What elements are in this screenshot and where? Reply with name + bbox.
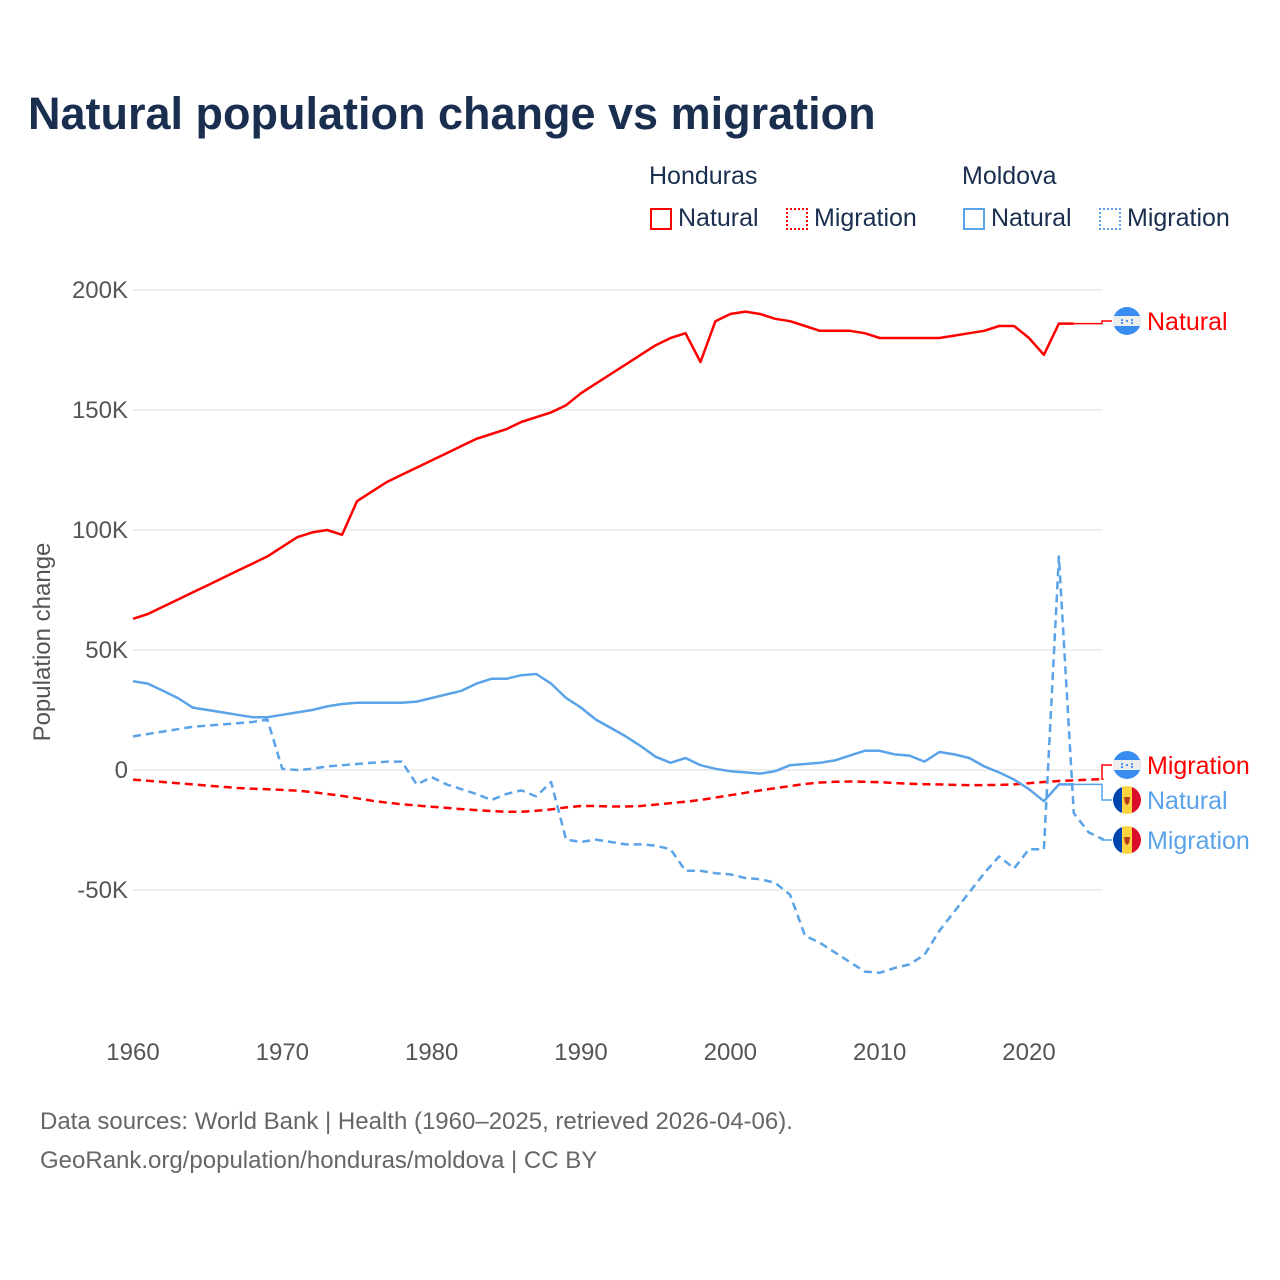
legend-group-honduras: Honduras <box>649 162 758 190</box>
footer-sources: Data sources: World Bank | Health (1960–… <box>40 1108 793 1135</box>
legend-swatch-dotted-red <box>786 207 808 230</box>
end-label: Natural <box>1147 787 1228 815</box>
series-line-honduras-migration <box>132 777 1104 814</box>
legend-swatch-solid-red <box>650 207 672 230</box>
legend-label: Migration <box>1127 204 1230 232</box>
y-tick-label: 200K <box>72 277 128 304</box>
flag-stripe <box>1113 826 1122 854</box>
flag-star <box>1120 318 1124 322</box>
end-label: Migration <box>1147 827 1250 855</box>
y-tick-label: 50K <box>85 637 128 664</box>
legend-label: Migration <box>814 204 917 232</box>
honduras-flag-icon <box>1113 307 1141 335</box>
chart-title: Natural population change vs migration <box>28 88 876 139</box>
flag-star <box>1125 763 1129 767</box>
flag-body <box>1113 751 1141 779</box>
series-line-moldova-natural <box>132 672 1074 803</box>
flag-star <box>1125 319 1129 323</box>
flag-star <box>1120 321 1124 325</box>
flag-star <box>1130 765 1134 769</box>
series-line-moldova-migration <box>132 555 1105 975</box>
legend-swatch-dotted-blue <box>1099 207 1121 230</box>
moldova-flag-icon <box>1113 826 1141 854</box>
flag-stripe <box>1132 826 1141 854</box>
y-tick-label: 100K <box>72 517 128 544</box>
flag-star <box>1130 762 1134 766</box>
x-tick-label: 2020 <box>1002 1039 1055 1066</box>
y-axis-label: Population change <box>29 543 56 742</box>
end-label: Natural <box>1147 308 1228 336</box>
x-tick-label: 2010 <box>853 1039 906 1066</box>
line-chart: 200K 150K 100K 50K 0 -50K 1960 1970 1980 1990 2000… <box>29 277 1250 1066</box>
flag-stripe <box>1132 786 1141 814</box>
flag-star <box>1130 318 1134 322</box>
legend-honduras-migration[interactable]: Migration <box>786 204 917 233</box>
x-tick-label: 1980 <box>405 1039 458 1066</box>
legend-swatch-solid-blue <box>963 207 985 230</box>
label-connector <box>1101 764 1112 780</box>
label-connector <box>1073 783 1112 801</box>
flag-star <box>1120 765 1124 769</box>
flag-stripe <box>1113 786 1122 814</box>
end-label: Migration <box>1147 752 1250 780</box>
x-tick-label: 1970 <box>256 1039 309 1066</box>
y-tick-label: 150K <box>72 397 128 424</box>
flag-star <box>1120 762 1124 766</box>
flag-star <box>1130 321 1134 325</box>
legend-label: Natural <box>991 204 1072 232</box>
flag-emblem <box>1124 837 1130 845</box>
x-tick-label: 1990 <box>554 1039 607 1066</box>
footer-credit: GeoRank.org/population/honduras/moldova … <box>40 1147 598 1174</box>
series-line-honduras-natural <box>132 310 1074 620</box>
flag-body <box>1113 307 1141 335</box>
honduras-flag-icon <box>1113 751 1141 779</box>
flag-emblem <box>1124 797 1130 805</box>
legend-moldova-migration[interactable]: Migration <box>1099 204 1230 233</box>
legend-label: Natural <box>678 204 759 232</box>
legend-moldova-natural[interactable]: Natural <box>963 204 1072 233</box>
x-tick-label: 1960 <box>106 1039 159 1066</box>
flag-body <box>1113 786 1141 814</box>
x-tick-label: 2000 <box>704 1039 757 1066</box>
legend-honduras-natural[interactable]: Natural <box>650 204 759 233</box>
y-tick-label: -50K <box>77 877 128 904</box>
y-tick-label: 0 <box>115 757 128 784</box>
flag-body <box>1113 826 1141 854</box>
legend-group-moldova: Moldova <box>962 162 1057 190</box>
label-connector <box>1073 320 1112 325</box>
moldova-flag-icon <box>1113 786 1141 814</box>
